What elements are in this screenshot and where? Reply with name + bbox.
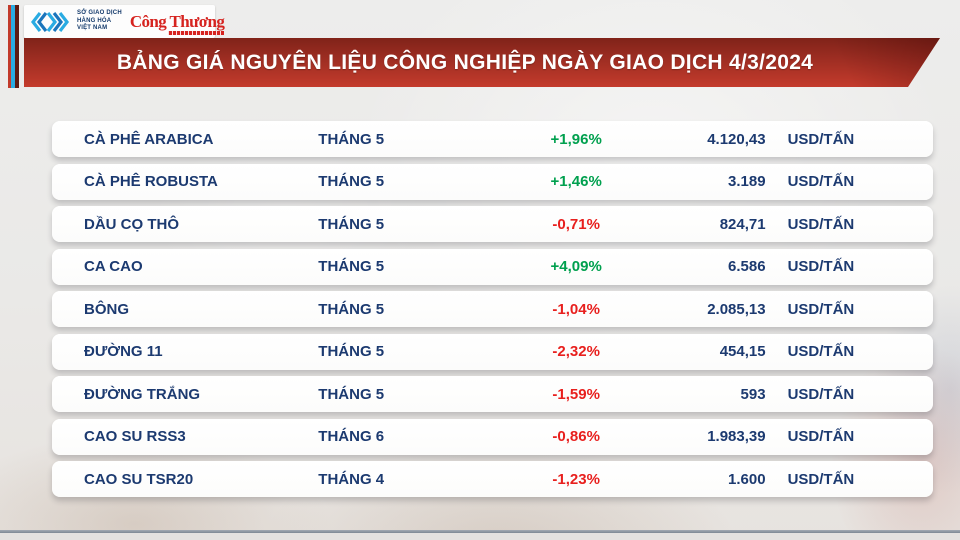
commodity-name: ĐƯỜNG 11	[84, 343, 163, 360]
page-title: BẢNG GIÁ NGUYÊN LIỆU CÔNG NGHIỆP NGÀY GI…	[116, 50, 814, 74]
contract-month: THÁNG 5	[318, 215, 385, 233]
price-change-pct: -0,71%	[552, 215, 600, 233]
contract-month: THÁNG 5	[318, 343, 385, 360]
exchange-name: SỞ GIAO DỊCH HÀNG HÓA VIỆT NAM	[77, 10, 122, 33]
commodity-name: DẦU CỌ THÔ	[84, 215, 179, 233]
exchange-name-line3: VIỆT NAM	[77, 25, 108, 32]
price-value: 1.600	[728, 470, 766, 488]
table-row: CAO SU TSR20 THÁNG 4 -1,23% 1.600 USD/TẤ…	[52, 461, 933, 497]
price-change-pct: -1,04%	[552, 300, 600, 318]
price-change-pct: -1,59%	[552, 385, 600, 403]
price-value: 454,15	[719, 343, 766, 360]
price-change-pct: -1,23%	[552, 470, 600, 488]
contract-month: THÁNG 6	[318, 428, 385, 445]
table-row: ĐƯỜNG TRẮNG THÁNG 5 -1,59% 593 USD/TẤN	[52, 376, 933, 412]
price-unit: USD/TẤN	[787, 428, 855, 445]
table-row: CÀ PHÊ ARABICA THÁNG 5 +1,96% 4.120,43 U…	[52, 121, 933, 157]
price-unit: USD/TẤN	[787, 173, 855, 190]
commodity-name: CA CAO	[84, 258, 143, 275]
newspaper-name: Công Thương	[129, 12, 225, 31]
price-change-pct: +4,09%	[550, 258, 602, 275]
title-banner: BẢNG GIÁ NGUYÊN LIỆU CÔNG NGHIỆP NGÀY GI…	[24, 38, 940, 87]
contract-month: THÁNG 5	[318, 385, 385, 403]
price-value: 824,71	[719, 215, 766, 233]
slide-bottom-margin	[0, 533, 960, 540]
table-row: CA CAO THÁNG 5 +4,09% 6.586 USD/TẤN	[52, 248, 933, 285]
price-value: 1.983,39	[707, 428, 766, 445]
price-value: 593	[740, 385, 766, 403]
price-change-pct: -2,32%	[552, 343, 600, 360]
price-unit: USD/TẤN	[787, 215, 855, 233]
accent-bar-red	[8, 5, 11, 88]
commodity-name: BÔNG	[84, 300, 129, 318]
accent-bar-cyan	[11, 5, 15, 88]
price-change-pct: +1,96%	[550, 130, 602, 148]
commodity-name: CÀ PHÊ ARABICA	[84, 130, 214, 148]
exchange-name-line2: HÀNG HÓA	[77, 17, 112, 24]
table-row: BÔNG THÁNG 5 -1,04% 2.085,13 USD/TẤN	[52, 291, 933, 327]
price-change-pct: +1,46%	[550, 173, 602, 190]
newspaper-logo: Công Thương	[129, 12, 225, 35]
contract-month: THÁNG 5	[318, 258, 385, 275]
newspaper-logo-strip	[168, 31, 225, 35]
table-row: DẦU CỌ THÔ THÁNG 5 -0,71% 824,71 USD/TẤN	[52, 206, 933, 242]
price-value: 4.120,43	[707, 130, 766, 148]
contract-month: THÁNG 5	[318, 173, 385, 190]
price-unit: USD/TẤN	[787, 343, 855, 360]
price-table: CÀ PHÊ ARABICA THÁNG 5 +1,96% 4.120,43 U…	[52, 121, 933, 497]
logo-card: SỞ GIAO DỊCH HÀNG HÓA VIỆT NAM Công Thươ…	[24, 5, 225, 38]
price-unit: USD/TẤN	[787, 258, 855, 275]
price-unit: USD/TẤN	[787, 300, 855, 318]
price-unit: USD/TẤN	[787, 130, 855, 148]
exchange-name-line1: SỞ GIAO DỊCH	[77, 10, 122, 17]
table-row: CAO SU RSS3 THÁNG 6 -0,86% 1.983,39 USD/…	[52, 418, 933, 455]
price-value: 3.189	[728, 173, 766, 190]
commodity-name: ĐƯỜNG TRẮNG	[84, 385, 201, 403]
contract-month: THÁNG 4	[318, 470, 385, 488]
commodity-name: CÀ PHÊ ROBUSTA	[84, 173, 218, 190]
commodity-name: CAO SU RSS3	[84, 428, 186, 445]
price-value: 6.586	[728, 258, 766, 275]
commodity-name: CAO SU TSR20	[84, 470, 194, 488]
price-value: 2.085,13	[707, 300, 766, 318]
price-unit: USD/TẤN	[787, 470, 855, 488]
contract-month: THÁNG 5	[318, 300, 385, 318]
price-change-pct: -0,86%	[552, 428, 600, 445]
contract-month: THÁNG 5	[318, 130, 385, 148]
table-row: ĐƯỜNG 11 THÁNG 5 -2,32% 454,15 USD/TẤN	[52, 333, 933, 370]
table-row: CÀ PHÊ ROBUSTA THÁNG 5 +1,46% 3.189 USD/…	[52, 163, 933, 200]
accent-bar-maroon	[15, 5, 19, 88]
mxv-chevron-logo-icon	[31, 11, 70, 32]
price-unit: USD/TẤN	[787, 385, 855, 403]
slide-bottom-edge	[0, 530, 960, 533]
